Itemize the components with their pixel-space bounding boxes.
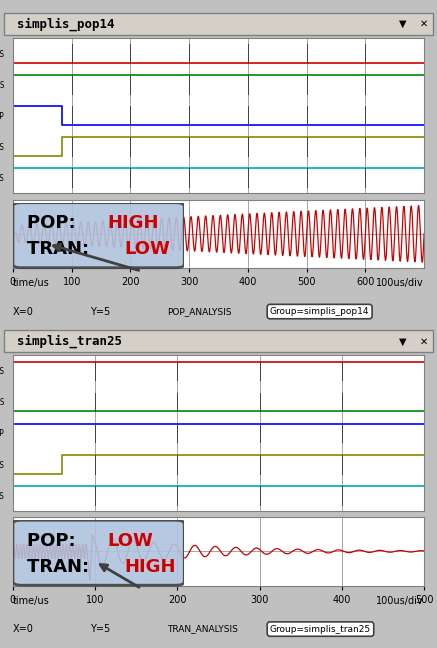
Text: POP_ANALYSIS: POP_ANALYSIS xyxy=(0,397,5,406)
Text: X=0: X=0 xyxy=(13,624,34,634)
FancyBboxPatch shape xyxy=(13,203,184,268)
Text: LOW: LOW xyxy=(107,532,153,550)
Text: ✕: ✕ xyxy=(420,19,428,29)
Text: TRAN_ANALYSIS: TRAN_ANALYSIS xyxy=(0,49,5,58)
Text: ✕: ✕ xyxy=(420,336,428,347)
FancyBboxPatch shape xyxy=(13,520,184,585)
Text: simplis_tran25: simplis_tran25 xyxy=(17,334,122,348)
Text: POP:: POP: xyxy=(27,532,82,550)
Text: HIGH: HIGH xyxy=(107,214,159,232)
Text: POP_ANALYSIS: POP_ANALYSIS xyxy=(0,80,5,89)
Text: time/us: time/us xyxy=(13,596,50,606)
Text: Y=5: Y=5 xyxy=(90,624,110,634)
Text: HIGH: HIGH xyxy=(124,558,176,575)
Text: N_CYCLES_BEFORE_POP: N_CYCLES_BEFORE_POP xyxy=(0,428,5,437)
Text: ▼: ▼ xyxy=(399,336,406,347)
Text: time/us: time/us xyxy=(13,278,50,288)
Text: AC_ANALYSIS: AC_ANALYSIS xyxy=(0,491,5,500)
Text: simplis_pop14: simplis_pop14 xyxy=(17,17,115,30)
Text: N_CYCLES_BEFORE_POP: N_CYCLES_BEFORE_POP xyxy=(0,111,5,120)
Text: LOW: LOW xyxy=(124,240,170,258)
FancyBboxPatch shape xyxy=(4,330,433,353)
Text: AC_ANALYSIS: AC_ANALYSIS xyxy=(0,173,5,182)
Text: 100us/div: 100us/div xyxy=(376,596,424,606)
Text: TRAN_ANALYSIS: TRAN_ANALYSIS xyxy=(167,625,238,634)
Text: POP:: POP: xyxy=(27,214,82,232)
Text: Group=simplis_tran25: Group=simplis_tran25 xyxy=(270,625,371,634)
Text: 100us/div: 100us/div xyxy=(376,278,424,288)
Text: POP_ANALYSIS: POP_ANALYSIS xyxy=(167,307,232,316)
Text: X=0: X=0 xyxy=(13,307,34,317)
Text: TRAN:: TRAN: xyxy=(27,240,95,258)
Text: CORE_POP_PROCESS: CORE_POP_PROCESS xyxy=(0,142,5,151)
FancyBboxPatch shape xyxy=(4,13,433,35)
Text: ▼: ▼ xyxy=(399,19,406,29)
Text: Group=simplis_pop14: Group=simplis_pop14 xyxy=(270,307,369,316)
Text: CORE_POP_PROCESS: CORE_POP_PROCESS xyxy=(0,459,5,469)
Text: TRAN_ANALYSIS: TRAN_ANALYSIS xyxy=(0,366,5,375)
Text: Y=5: Y=5 xyxy=(90,307,110,317)
Text: TRAN:: TRAN: xyxy=(27,558,95,575)
